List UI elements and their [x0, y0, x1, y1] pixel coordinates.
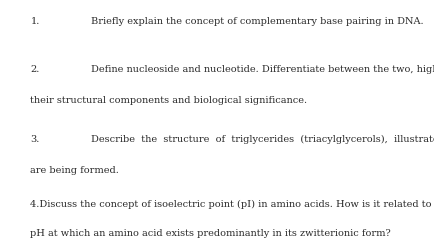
- Text: their structural components and biological significance.: their structural components and biologic…: [30, 96, 308, 105]
- Text: 2.: 2.: [30, 65, 40, 74]
- Text: pH at which an amino acid exists predominantly in its zwitterionic form?: pH at which an amino acid exists predomi…: [30, 229, 391, 238]
- Text: Briefly explain the concept of complementary base pairing in DNA.: Briefly explain the concept of complemen…: [91, 17, 424, 26]
- Text: 1.: 1.: [30, 17, 40, 26]
- Text: Define nucleoside and nucleotide. Differentiate between the two, highlighting: Define nucleoside and nucleotide. Differ…: [91, 65, 434, 74]
- Text: 3.: 3.: [30, 135, 40, 144]
- Text: 4.Discuss the concept of isoelectric point (pI) in amino acids. How is it relate: 4.Discuss the concept of isoelectric poi…: [30, 200, 434, 209]
- Text: Describe  the  structure  of  triglycerides  (triacylglycerols),  illustrate  ho: Describe the structure of triglycerides …: [91, 135, 434, 144]
- Text: are being formed.: are being formed.: [30, 166, 119, 175]
